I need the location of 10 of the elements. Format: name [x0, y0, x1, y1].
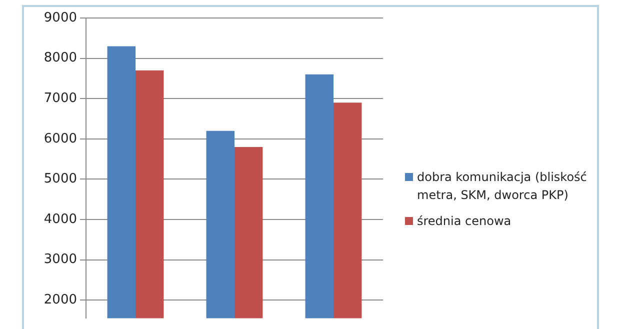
y-tick-label: 2000	[44, 292, 77, 308]
legend-label: dobra komunikacja (bliskość metra, SKM, dworca PKP)	[417, 169, 588, 204]
y-tick-label: 9000	[44, 10, 77, 26]
y-tick-label: 4000	[44, 212, 77, 227]
y-tick-label: 5000	[44, 172, 77, 187]
legend-label: średnia cenowa	[417, 213, 512, 230]
y-tick-label: 7000	[44, 90, 77, 106]
y-tick-label: 8000	[44, 50, 77, 66]
y-tick-label: 3000	[44, 252, 77, 268]
y-tick-label: 6000	[44, 131, 77, 146]
